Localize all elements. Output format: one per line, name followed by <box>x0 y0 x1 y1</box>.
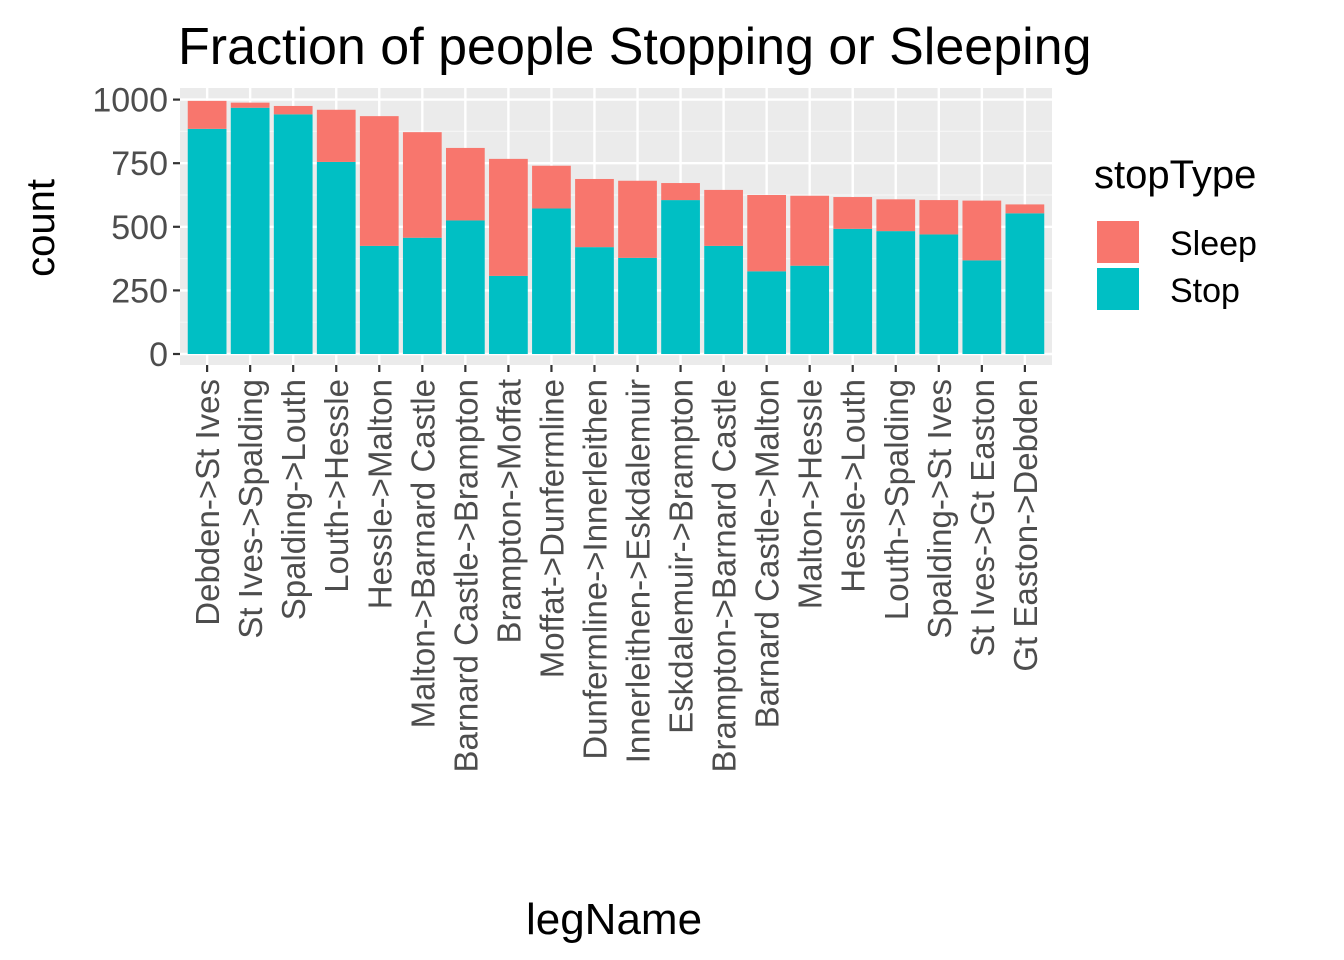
bar-sleep <box>1005 204 1045 214</box>
x-axis-label: legName <box>526 895 702 944</box>
x-tick-label: Louth->Spalding <box>878 379 915 620</box>
legend-label-stop: Stop <box>1170 272 1240 310</box>
bar-sleep <box>575 178 614 248</box>
bar-stop <box>704 245 743 354</box>
bar-stop <box>187 128 227 354</box>
x-tick-label: Barnard Castle->Brampton <box>447 379 484 772</box>
x-tick-label: Moffat->Dunfermline <box>533 379 570 678</box>
y-axis: 0 250 500 750 1000 <box>92 82 180 374</box>
bar-sleep <box>532 165 571 209</box>
y-axis-label: count <box>19 179 63 277</box>
bar-sleep <box>359 116 399 246</box>
bar-sleep <box>919 200 959 235</box>
bar-stop <box>489 275 528 354</box>
bar-sleep <box>273 105 313 115</box>
y-tick-label: 750 <box>111 145 168 183</box>
x-tick-label: Eskdalemuir->Brampton <box>663 379 700 734</box>
x-tick-label: Malton->Barnard Castle <box>404 379 441 728</box>
x-tick-label: Malton->Hessle <box>792 379 829 609</box>
x-tick-label: Gt Easton->Debden <box>1007 379 1044 672</box>
chart-title: Fraction of people Stopping or Sleeping <box>178 18 1092 76</box>
bar-sleep <box>402 132 442 238</box>
bar-sleep <box>833 197 873 229</box>
bar-sleep <box>618 180 657 258</box>
x-tick-label: Debden->St Ives <box>189 379 226 626</box>
bar-sleep <box>489 158 528 276</box>
legend: stopType Sleep Stop <box>1094 153 1257 312</box>
bar-sleep <box>316 109 356 162</box>
legend-key-stop <box>1095 266 1141 312</box>
bar-stop <box>575 247 614 354</box>
bar-stop <box>230 107 270 354</box>
bar-sleep <box>876 199 916 232</box>
x-tick-label: St Ives->Gt Easton <box>964 379 1001 657</box>
x-tick-label: Innerleithen->Eskdalemuir <box>620 379 657 763</box>
x-tick-label: Hessle->Louth <box>835 379 872 593</box>
x-tick-label: St Ives->Spalding <box>232 379 269 639</box>
x-tick-label: Spalding->St Ives <box>921 379 958 639</box>
bar-stop <box>359 245 399 354</box>
bar-sleep <box>790 195 830 266</box>
bar-sleep <box>661 183 700 201</box>
bar-stop <box>833 228 873 354</box>
bar-sleep <box>747 195 787 272</box>
bar-sleep <box>445 147 485 221</box>
bars <box>187 100 1045 355</box>
bar-stop <box>790 265 830 354</box>
legend-key-sleep <box>1095 219 1141 265</box>
bar-stop <box>962 260 1002 354</box>
x-tick-label: Barnard Castle->Malton <box>749 379 786 728</box>
bar-sleep <box>962 200 1002 261</box>
x-tick-label: Hessle->Malton <box>361 379 398 609</box>
bar-sleep <box>230 102 270 108</box>
bar-stop <box>747 271 787 354</box>
bar-stop <box>445 220 485 354</box>
bar-sleep <box>704 189 743 246</box>
bar-stop <box>919 234 959 354</box>
bar-stop <box>1005 213 1045 354</box>
y-tick-label: 250 <box>111 272 168 310</box>
bar-sleep <box>187 100 227 129</box>
bar-stop <box>402 237 442 354</box>
legend-title: stopType <box>1094 153 1256 197</box>
x-tick-label: Louth->Hessle <box>318 379 355 593</box>
legend-label-sleep: Sleep <box>1170 225 1257 263</box>
bar-stop <box>532 208 571 354</box>
y-tick-label: 1000 <box>92 82 168 120</box>
bar-stop <box>618 257 657 354</box>
y-tick-label: 500 <box>111 209 168 247</box>
bar-stop <box>316 161 356 354</box>
y-tick-label: 0 <box>149 336 168 374</box>
x-tick-label: Spalding->Louth <box>275 379 312 620</box>
x-tick-label: Brampton->Moffat <box>490 379 527 643</box>
bar-stop <box>661 200 700 354</box>
bar-stop <box>876 231 916 354</box>
x-tick-label: Dunfermline->Innerleithen <box>576 379 613 760</box>
x-axis: Debden->St Ives St Ives->Spalding Spalding… <box>189 365 1044 772</box>
x-tick-label: Brampton->Barnard Castle <box>706 379 743 772</box>
bar-stop <box>273 114 313 355</box>
